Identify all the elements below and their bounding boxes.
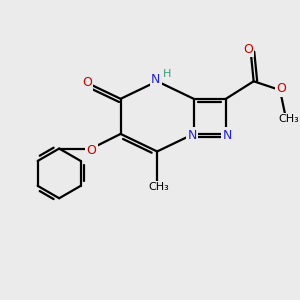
- Text: N: N: [223, 129, 232, 142]
- Text: O: O: [243, 43, 253, 56]
- Text: N: N: [188, 129, 197, 142]
- Text: H: H: [163, 69, 172, 79]
- Text: N: N: [151, 73, 160, 86]
- Text: O: O: [82, 76, 92, 89]
- Text: O: O: [277, 82, 286, 95]
- Text: CH₃: CH₃: [278, 114, 299, 124]
- Text: O: O: [86, 143, 96, 157]
- Text: CH₃: CH₃: [148, 182, 169, 192]
